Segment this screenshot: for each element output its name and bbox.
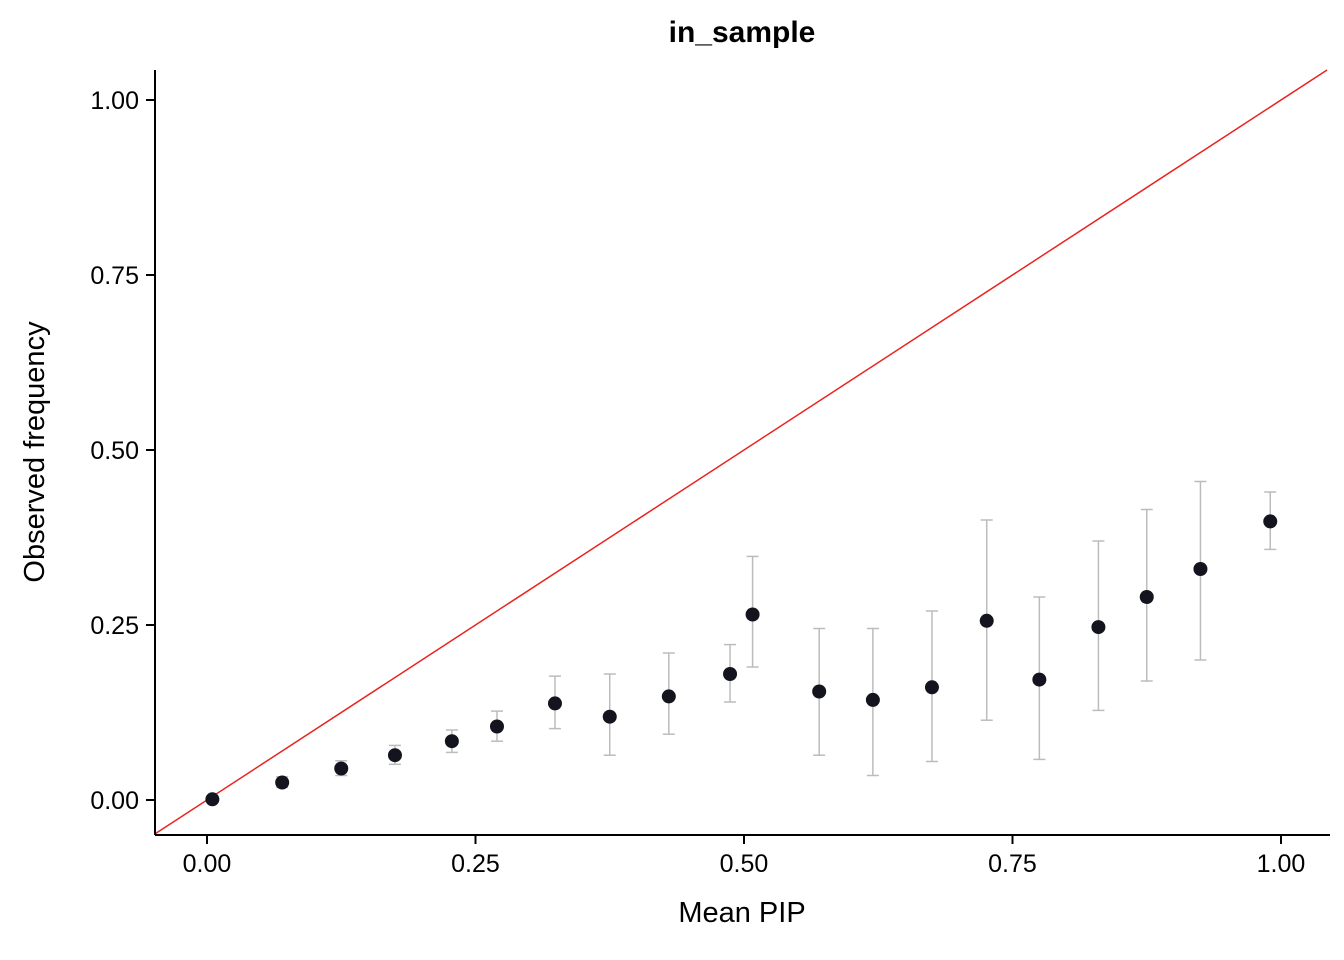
data-point bbox=[205, 792, 220, 807]
x-axis-label: Mean PIP bbox=[678, 897, 805, 929]
y-axis-ticks: 0.00 0.25 0.50 0.75 1.00 bbox=[90, 87, 155, 815]
error-bars bbox=[206, 480, 1277, 801]
y-tick-label: 0.00 bbox=[90, 787, 139, 815]
data-point bbox=[602, 709, 617, 724]
x-tick-label: 0.75 bbox=[988, 850, 1037, 878]
y-tick-label: 0.25 bbox=[90, 612, 139, 640]
data-point bbox=[865, 692, 880, 707]
y-axis-label: Observed frequency bbox=[19, 321, 51, 583]
data-point bbox=[1091, 620, 1106, 635]
x-tick-label: 0.00 bbox=[183, 850, 232, 878]
data-point bbox=[1139, 590, 1154, 604]
data-point bbox=[812, 684, 827, 699]
data-points bbox=[205, 514, 1278, 807]
data-point bbox=[444, 734, 459, 749]
data-point bbox=[275, 775, 290, 790]
axes bbox=[154, 70, 1330, 836]
y-tick-label: 1.00 bbox=[90, 87, 139, 115]
data-point bbox=[1193, 562, 1208, 576]
y-tick-label: 0.75 bbox=[90, 262, 139, 290]
data-point bbox=[723, 667, 738, 681]
identity-line bbox=[154, 69, 1328, 835]
data-point bbox=[334, 761, 349, 776]
data-point bbox=[979, 613, 994, 628]
x-tick-label: 0.25 bbox=[451, 850, 500, 878]
x-tick-label: 0.50 bbox=[720, 850, 769, 878]
data-point bbox=[387, 748, 402, 763]
data-point bbox=[661, 689, 676, 704]
chart-title: in_sample bbox=[669, 16, 816, 49]
identity-line-segment bbox=[154, 69, 1328, 835]
data-point bbox=[489, 719, 504, 734]
data-point bbox=[1263, 514, 1278, 529]
data-point bbox=[924, 680, 939, 695]
x-axis-ticks: 0.00 0.25 0.50 0.75 1.00 bbox=[183, 835, 1306, 878]
data-point bbox=[745, 607, 760, 622]
x-tick-label: 1.00 bbox=[1257, 850, 1306, 878]
y-tick-label: 0.50 bbox=[90, 437, 139, 465]
data-point bbox=[547, 696, 562, 711]
data-point bbox=[1032, 672, 1047, 687]
